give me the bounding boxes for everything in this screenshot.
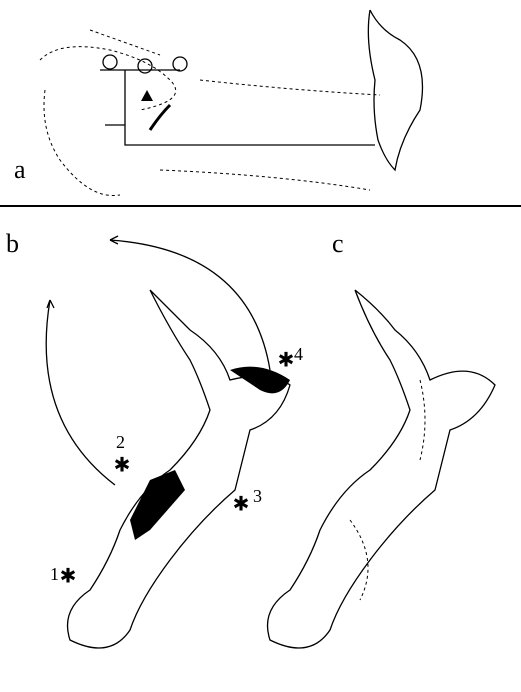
panel-label: c bbox=[332, 229, 344, 258]
site-label: 2 bbox=[116, 432, 125, 452]
site-circle bbox=[173, 57, 187, 71]
svg-text:✱: ✱ bbox=[278, 350, 295, 372]
panel-label: b bbox=[6, 229, 19, 258]
panel-label: a bbox=[14, 155, 26, 184]
site-circle bbox=[103, 55, 117, 69]
svg-text:✱: ✱ bbox=[233, 494, 250, 516]
panel-a-map: a bbox=[14, 10, 423, 196]
panel-c-map: c bbox=[268, 229, 496, 648]
site-label: 1 bbox=[50, 564, 59, 584]
site-circle bbox=[138, 59, 152, 73]
panel-b-map: b 1 2 3 4 ✱ ✱ ✱ ✱ bbox=[6, 229, 303, 648]
site-label: 3 bbox=[253, 486, 262, 506]
svg-text:✱: ✱ bbox=[60, 566, 77, 588]
svg-text:✱: ✱ bbox=[114, 455, 131, 477]
site-label: 4 bbox=[294, 344, 303, 364]
figure: a b 1 2 3 4 ✱ ✱ ✱ ✱ c bbox=[0, 0, 521, 692]
triangle-marker bbox=[141, 90, 153, 101]
